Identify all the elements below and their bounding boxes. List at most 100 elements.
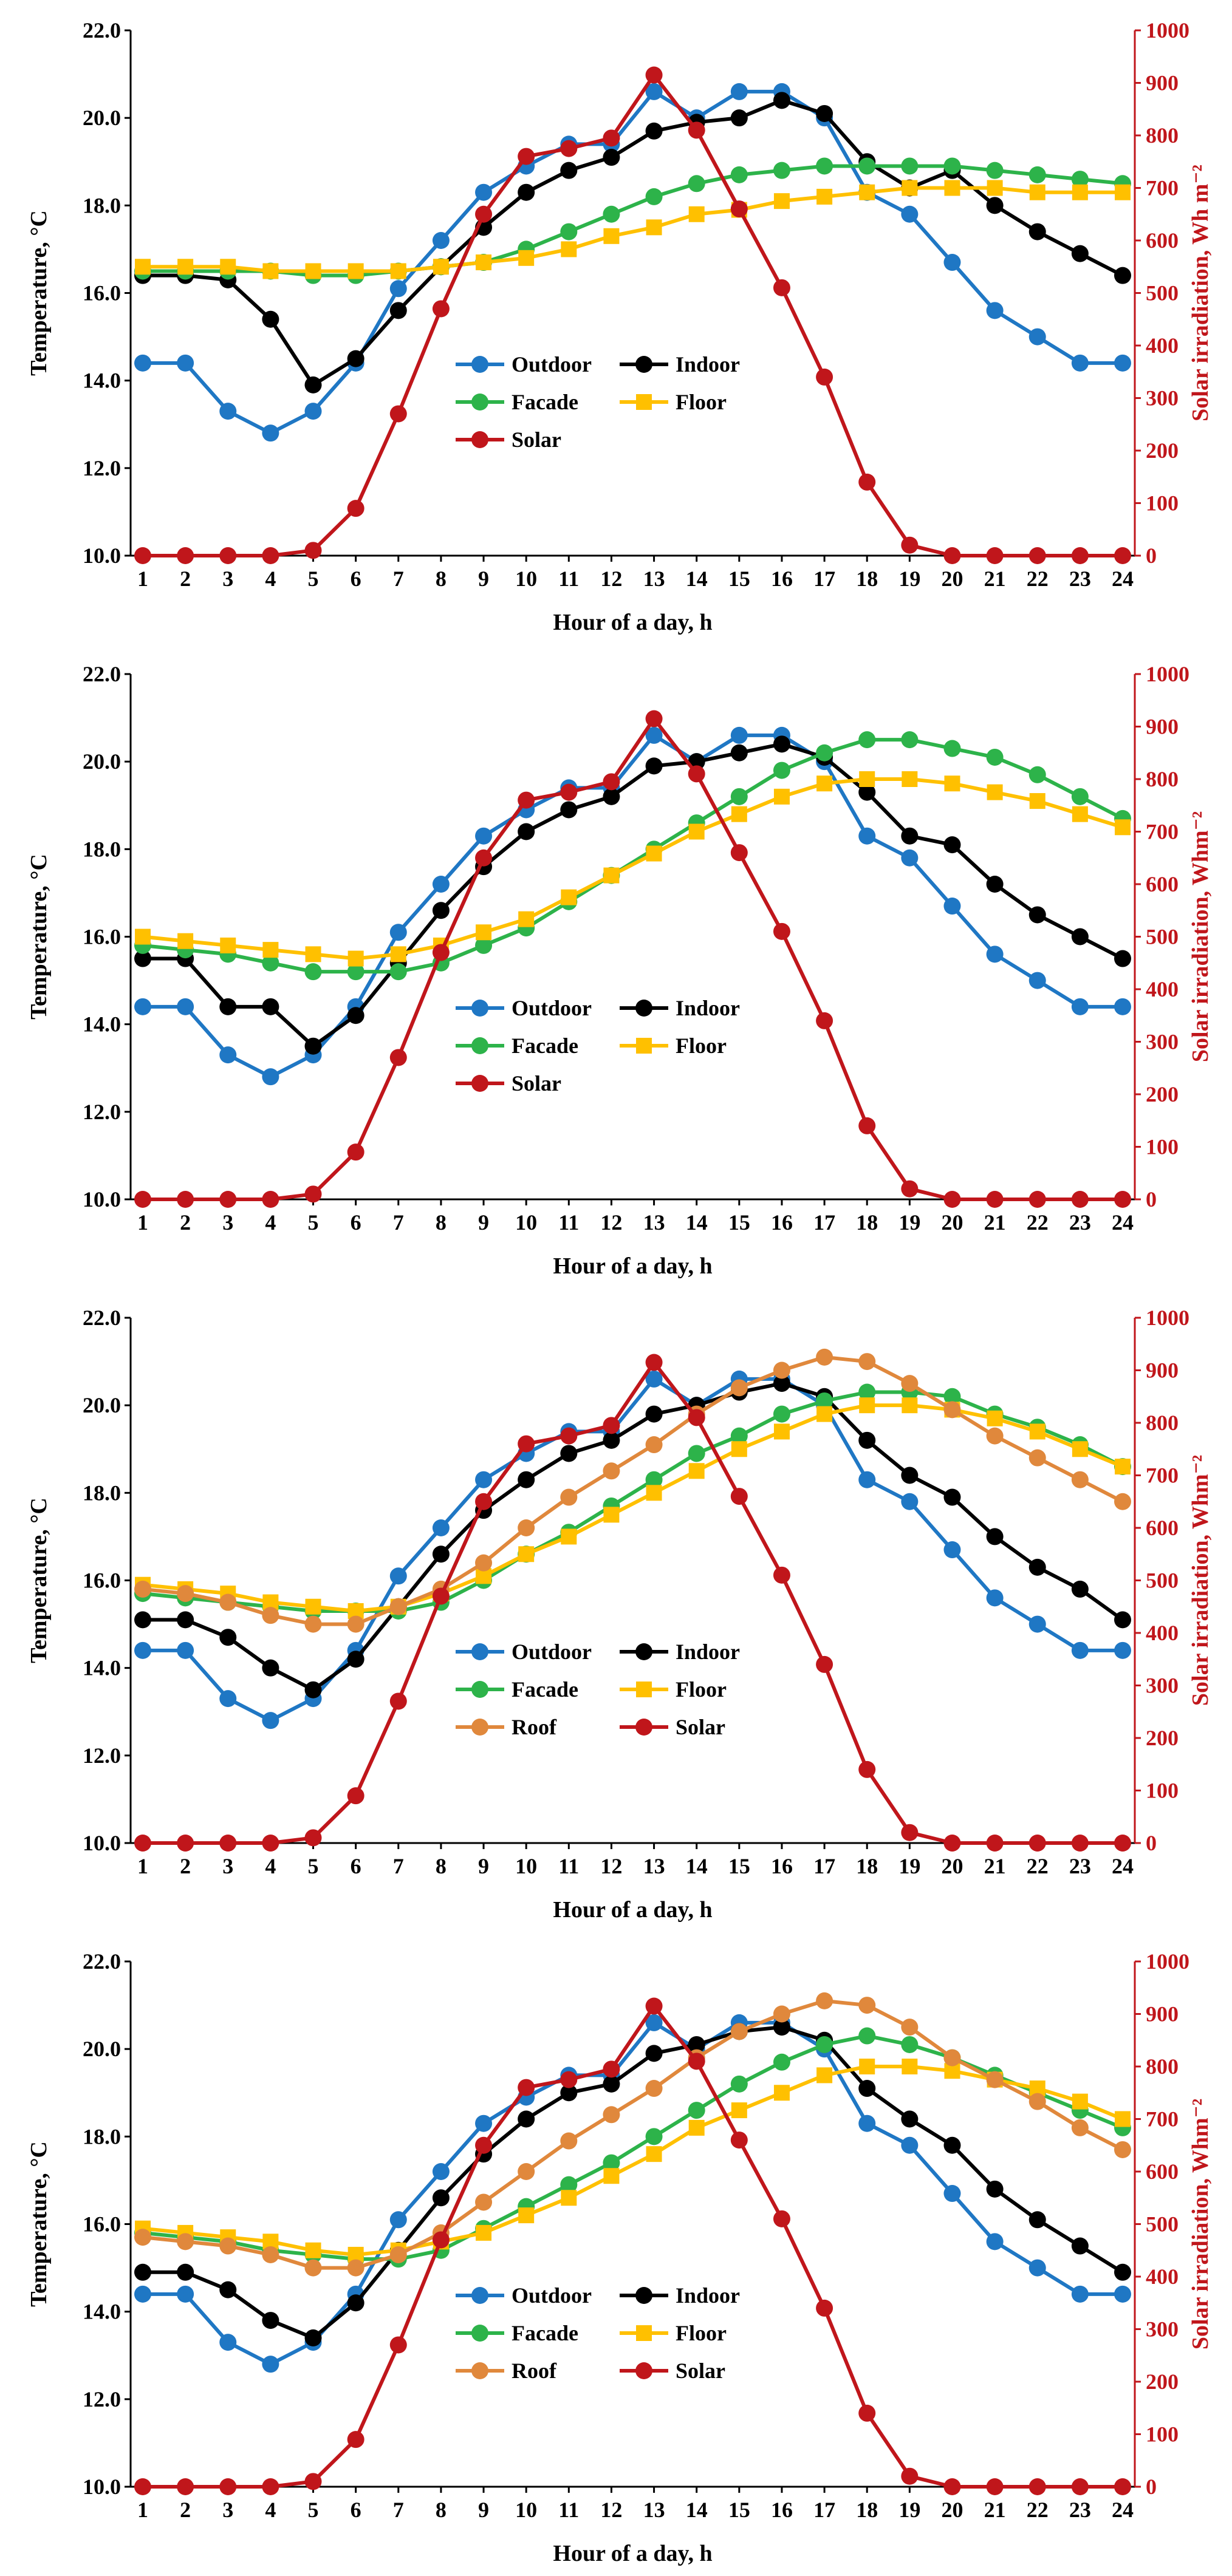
data-point-facade — [858, 1383, 876, 1401]
data-point-roof — [858, 1353, 876, 1371]
data-point-facade — [943, 1388, 961, 1405]
x-tick-label: 15 — [728, 2498, 750, 2522]
data-point-solar — [603, 2060, 620, 2078]
x-tick-label: 22 — [1027, 2498, 1049, 2522]
data-point-facade — [1071, 171, 1089, 188]
legend-item-floor: Floor — [620, 1677, 727, 1702]
series-solar — [134, 1997, 1131, 2495]
series-line-outdoor — [143, 1377, 1123, 1723]
data-point-outdoor — [475, 827, 493, 845]
data-point-solar — [219, 547, 237, 564]
chart-svg: 10.0 12.0 14.0 16.0 18.0 20.0 22.0 0 100 200 300 40… — [26, 662, 1213, 1279]
data-point-outdoor — [901, 2136, 919, 2154]
y2-axis-title: Solar irradiation, Wh m⁻² — [1188, 165, 1213, 421]
data-point-roof — [1071, 2119, 1089, 2136]
y2-tick-label: 400 — [1146, 977, 1179, 1001]
x-tick-label: 13 — [643, 1854, 665, 1878]
data-point-solar — [262, 1191, 279, 1208]
data-point-indoor — [943, 2136, 961, 2154]
data-point-solar — [475, 205, 493, 223]
y2-tick-label: 1000 — [1146, 662, 1189, 686]
data-point-outdoor — [1028, 2259, 1046, 2277]
data-point-indoor — [262, 310, 279, 328]
legend-item-indoor: Indoor — [620, 996, 740, 1020]
data-point-outdoor — [1028, 972, 1046, 989]
legend-marker — [471, 356, 488, 373]
data-point-outdoor — [1114, 1641, 1131, 1659]
data-point-solar — [1071, 1191, 1089, 1208]
data-point-solar — [816, 1655, 833, 1673]
data-point-roof — [560, 2132, 578, 2150]
x-tick-label: 7 — [393, 567, 404, 591]
data-point-outdoor — [304, 403, 322, 420]
data-point-outdoor — [986, 946, 1004, 963]
data-point-facade — [858, 731, 876, 749]
y2-tick-label: 0 — [1146, 1831, 1157, 1855]
legend-label: Floor — [676, 390, 727, 414]
data-point-floor — [859, 184, 875, 200]
data-point-outdoor — [475, 183, 493, 201]
data-point-roof — [645, 2080, 663, 2097]
legend-label: Indoor — [676, 2283, 740, 2308]
y-axis-title: Temperature, °C — [26, 1498, 52, 1663]
x-tick-label: 21 — [984, 2498, 1006, 2522]
x-tick-label: 23 — [1069, 2498, 1091, 2522]
data-point-roof — [475, 2193, 493, 2211]
data-point-indoor — [645, 122, 663, 140]
data-point-solar — [219, 1191, 237, 1208]
data-point-solar — [858, 473, 876, 491]
x-tick-label: 24 — [1112, 1210, 1134, 1235]
data-point-indoor — [1114, 1611, 1131, 1629]
data-point-solar — [1028, 1835, 1046, 1852]
series-line-solar — [143, 73, 1123, 557]
legend-item-indoor: Indoor — [620, 1640, 740, 1664]
data-point-indoor — [901, 827, 919, 845]
data-point-indoor — [560, 1445, 578, 1462]
data-point-roof — [518, 1519, 535, 1536]
x-tick-label: 12 — [600, 1854, 622, 1878]
data-point-floor — [731, 1441, 747, 1457]
data-point-solar — [518, 2079, 535, 2096]
data-point-floor — [902, 771, 918, 787]
legend-marker — [471, 1037, 488, 1054]
y-tick-label: 22.0 — [83, 18, 121, 43]
legend-marker — [635, 1719, 652, 1736]
data-point-solar — [1028, 547, 1046, 564]
data-point-solar — [475, 1493, 493, 1510]
series-solar — [134, 710, 1131, 1208]
y2-tick-label: 500 — [1146, 2212, 1179, 2237]
x-tick-label: 24 — [1112, 1854, 1134, 1878]
data-point-indoor — [986, 2180, 1004, 2198]
data-point-indoor — [1114, 950, 1131, 967]
data-point-outdoor — [1028, 328, 1046, 346]
x-tick-label: 13 — [643, 567, 665, 591]
legend-label: Outdoor — [512, 996, 592, 1020]
data-point-indoor — [858, 2080, 876, 2097]
x-tick-label: 10 — [515, 2498, 537, 2522]
data-point-solar — [134, 2478, 151, 2495]
data-point-outdoor — [177, 998, 194, 1015]
legend-label: Solar — [512, 1071, 561, 1095]
x-tick-label: 7 — [393, 1210, 404, 1235]
y-tick-label: 18.0 — [83, 1481, 121, 1505]
data-point-indoor — [432, 2189, 450, 2207]
data-point-outdoor — [432, 876, 450, 893]
data-point-indoor — [432, 902, 450, 919]
data-point-indoor — [730, 109, 748, 127]
x-tick-label: 20 — [941, 1854, 963, 1878]
x-tick-label: 1 — [137, 2498, 148, 2522]
data-point-floor — [561, 1528, 577, 1545]
y-tick-label: 20.0 — [83, 1393, 121, 1417]
data-point-solar — [858, 1117, 876, 1134]
data-point-roof — [219, 2237, 237, 2255]
x-tick-label: 2 — [180, 1210, 191, 1235]
legend: Outdoor Indoor Facade Floor Solar — [456, 352, 740, 452]
legend-label: Facade — [512, 2321, 578, 2345]
x-tick-label: 11 — [558, 567, 579, 591]
data-point-floor — [646, 845, 662, 862]
data-point-roof — [518, 2163, 535, 2180]
y-tick-label: 14.0 — [83, 1012, 121, 1037]
x-tick-label: 11 — [558, 1854, 579, 1878]
data-point-indoor — [1028, 1558, 1046, 1576]
x-tick-label: 23 — [1069, 1210, 1091, 1235]
